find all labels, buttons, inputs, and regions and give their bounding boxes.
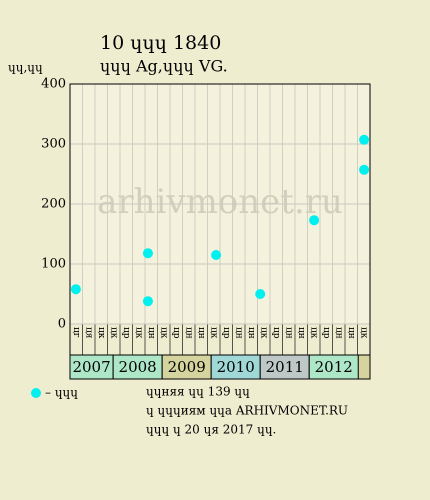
y-axis-label: ɥɥ,ɥɥ xyxy=(8,61,43,75)
point xyxy=(309,215,320,226)
point xyxy=(211,250,222,260)
column-label: цк xyxy=(108,327,118,339)
column-label: цр xyxy=(221,327,231,339)
year-box xyxy=(308,354,359,380)
x-tick-label: 2012 xyxy=(315,358,353,376)
x-tick-label: 2008 xyxy=(119,358,157,376)
column-label: цк xyxy=(158,327,168,339)
column-label: цк xyxy=(308,327,318,339)
y-tick-label: 100 xyxy=(41,257,66,272)
column-label: цн xyxy=(283,327,293,339)
chart-subtitle: ɥɥɥ Ag,ɥɥɥ VG. xyxy=(100,57,228,76)
y-tick-label: 400 xyxy=(41,77,66,92)
note: ɥɥɥ ɥ 20 ɥя 2017 ɥɥ. xyxy=(146,423,276,437)
column-label: цг xyxy=(71,327,81,338)
year-box xyxy=(259,354,310,380)
x-tick-label: 2009 xyxy=(168,358,206,376)
column-label: цр xyxy=(121,327,131,339)
year-box xyxy=(69,354,114,380)
column-label: цн xyxy=(246,327,256,339)
year-box xyxy=(112,354,163,380)
y-tick-label: 300 xyxy=(41,137,66,152)
year-box xyxy=(210,354,261,380)
y-tick-label: 0 xyxy=(58,317,66,332)
point xyxy=(142,248,153,259)
y-tick-label: 200 xyxy=(41,197,66,212)
column-label: цк xyxy=(358,327,368,339)
column-label: ця xyxy=(83,327,93,339)
legend-label: – ɥɥɥ xyxy=(45,386,78,400)
column-label: цк xyxy=(96,327,106,339)
column-label: цн xyxy=(183,327,193,339)
column-label: цр xyxy=(171,327,181,339)
x-tick-label: 2010 xyxy=(217,358,255,376)
column-label: цн xyxy=(296,327,306,339)
x-tick-label: 2007 xyxy=(72,358,110,376)
x-tick-label: 2011 xyxy=(266,358,304,376)
note: ɥ ɥɥɥиям ɥɥа ARHIVMONET.RU xyxy=(146,404,348,418)
year-box xyxy=(161,354,212,380)
column-label: цн xyxy=(146,327,156,339)
column-label: цк xyxy=(258,327,268,339)
point xyxy=(359,164,370,175)
column-label: цн xyxy=(233,327,243,339)
chart-title: 10 ɥɥɥ 1840 xyxy=(100,32,221,54)
note: ɥɥняя ɥɥ 139 ɥɥ xyxy=(146,385,250,399)
column-label: цн xyxy=(196,327,206,339)
point xyxy=(255,289,266,299)
point xyxy=(142,296,153,307)
column-label: цр xyxy=(271,327,281,339)
point xyxy=(70,284,81,295)
legend-marker xyxy=(31,388,41,398)
column-label: цн xyxy=(346,327,356,339)
column-label: цк xyxy=(208,327,218,339)
column-label: цр xyxy=(321,327,331,339)
point xyxy=(359,134,370,145)
column-label: цк xyxy=(133,327,143,339)
column-label: цн xyxy=(333,327,343,339)
